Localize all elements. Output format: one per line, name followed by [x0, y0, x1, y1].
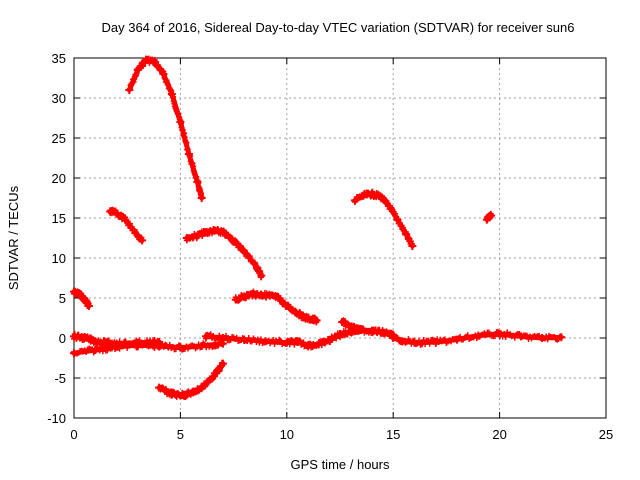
marker-texture — [105, 337, 112, 344]
marker-texture — [473, 335, 480, 342]
marker-texture — [115, 342, 122, 349]
x-tick-label: 0 — [70, 427, 77, 442]
marker-texture — [277, 337, 284, 344]
marker-texture — [85, 302, 92, 309]
series-layer — [70, 55, 566, 400]
y-tick-label: -5 — [54, 371, 66, 386]
x-tick-label: 15 — [386, 427, 400, 442]
y-axis-label: SDTVAR / TECUs — [6, 185, 21, 290]
grid-layer — [74, 58, 606, 418]
marker-texture — [556, 333, 563, 340]
series-track-5 — [482, 210, 496, 224]
marker-texture — [318, 342, 325, 349]
marker-texture — [464, 332, 471, 339]
marker-texture — [166, 341, 173, 348]
marker-texture — [426, 340, 433, 347]
series-track-3 — [182, 225, 266, 281]
marker-texture — [432, 341, 439, 348]
marker-texture — [441, 336, 448, 343]
marker-texture — [487, 210, 494, 217]
marker-texture — [431, 337, 438, 344]
marker-texture — [104, 347, 111, 354]
marker-texture — [271, 340, 278, 347]
y-tick-label: 25 — [52, 131, 66, 146]
x-tick-label: 5 — [177, 427, 184, 442]
series-track-4 — [350, 188, 417, 250]
marker-texture — [388, 329, 395, 336]
ticks-layer: 0 5 10 15 20 25 -10 -5 0 5 10 15 20 25 30 35 — [47, 51, 613, 442]
marker-texture — [154, 337, 161, 344]
marker-texture — [75, 331, 82, 338]
marker-texture — [223, 332, 229, 339]
y-tick-label: 15 — [52, 211, 66, 226]
x-tick-label: 20 — [492, 427, 506, 442]
series-track-2 — [106, 206, 147, 245]
series-track-8 — [155, 359, 227, 400]
x-axis-label: GPS time / hours — [291, 457, 390, 472]
plot-frame — [73, 57, 607, 419]
marker-texture — [193, 173, 200, 180]
marker-texture — [291, 341, 298, 348]
marker-texture — [257, 274, 264, 281]
y-tick-label: 20 — [52, 171, 66, 186]
series-track-13 — [338, 317, 364, 334]
marker-texture — [138, 234, 145, 241]
marker-texture — [219, 361, 226, 368]
marker-texture — [355, 325, 362, 332]
marker-texture — [408, 241, 415, 248]
marker-texture — [151, 336, 158, 343]
marker-texture — [142, 341, 149, 348]
marker-texture — [198, 193, 205, 200]
series-track-11 — [201, 330, 344, 351]
marker-texture — [257, 336, 264, 343]
series-track-7 — [231, 288, 321, 326]
x-tick-label: 10 — [280, 427, 294, 442]
marker-texture — [270, 336, 277, 343]
marker-texture — [179, 126, 186, 133]
y-tick-label: -10 — [47, 411, 66, 426]
y-tick-label: 35 — [52, 51, 66, 66]
marker-texture — [313, 319, 320, 326]
marker-texture — [523, 332, 530, 339]
marker-texture — [233, 334, 240, 341]
x-tick-label: 25 — [599, 427, 613, 442]
series-track-14 — [389, 328, 566, 348]
marker-texture — [177, 342, 184, 349]
chart-title: Day 364 of 2016, Sidereal Day-to-day VTE… — [101, 20, 574, 35]
marker-texture — [502, 333, 509, 340]
marker-texture — [394, 334, 401, 341]
y-tick-label: 10 — [52, 251, 66, 266]
marker-texture — [296, 337, 303, 344]
y-tick-label: 30 — [52, 91, 66, 106]
series-track-10 — [70, 331, 164, 349]
marker-texture — [187, 153, 194, 160]
marker-texture — [495, 328, 502, 335]
series-track-6 — [70, 287, 93, 310]
y-tick-label: 0 — [59, 331, 66, 346]
series-track-1 — [125, 55, 206, 202]
y-tick-label: 5 — [59, 291, 66, 306]
marker-texture — [183, 139, 190, 146]
marker-texture — [80, 336, 87, 343]
